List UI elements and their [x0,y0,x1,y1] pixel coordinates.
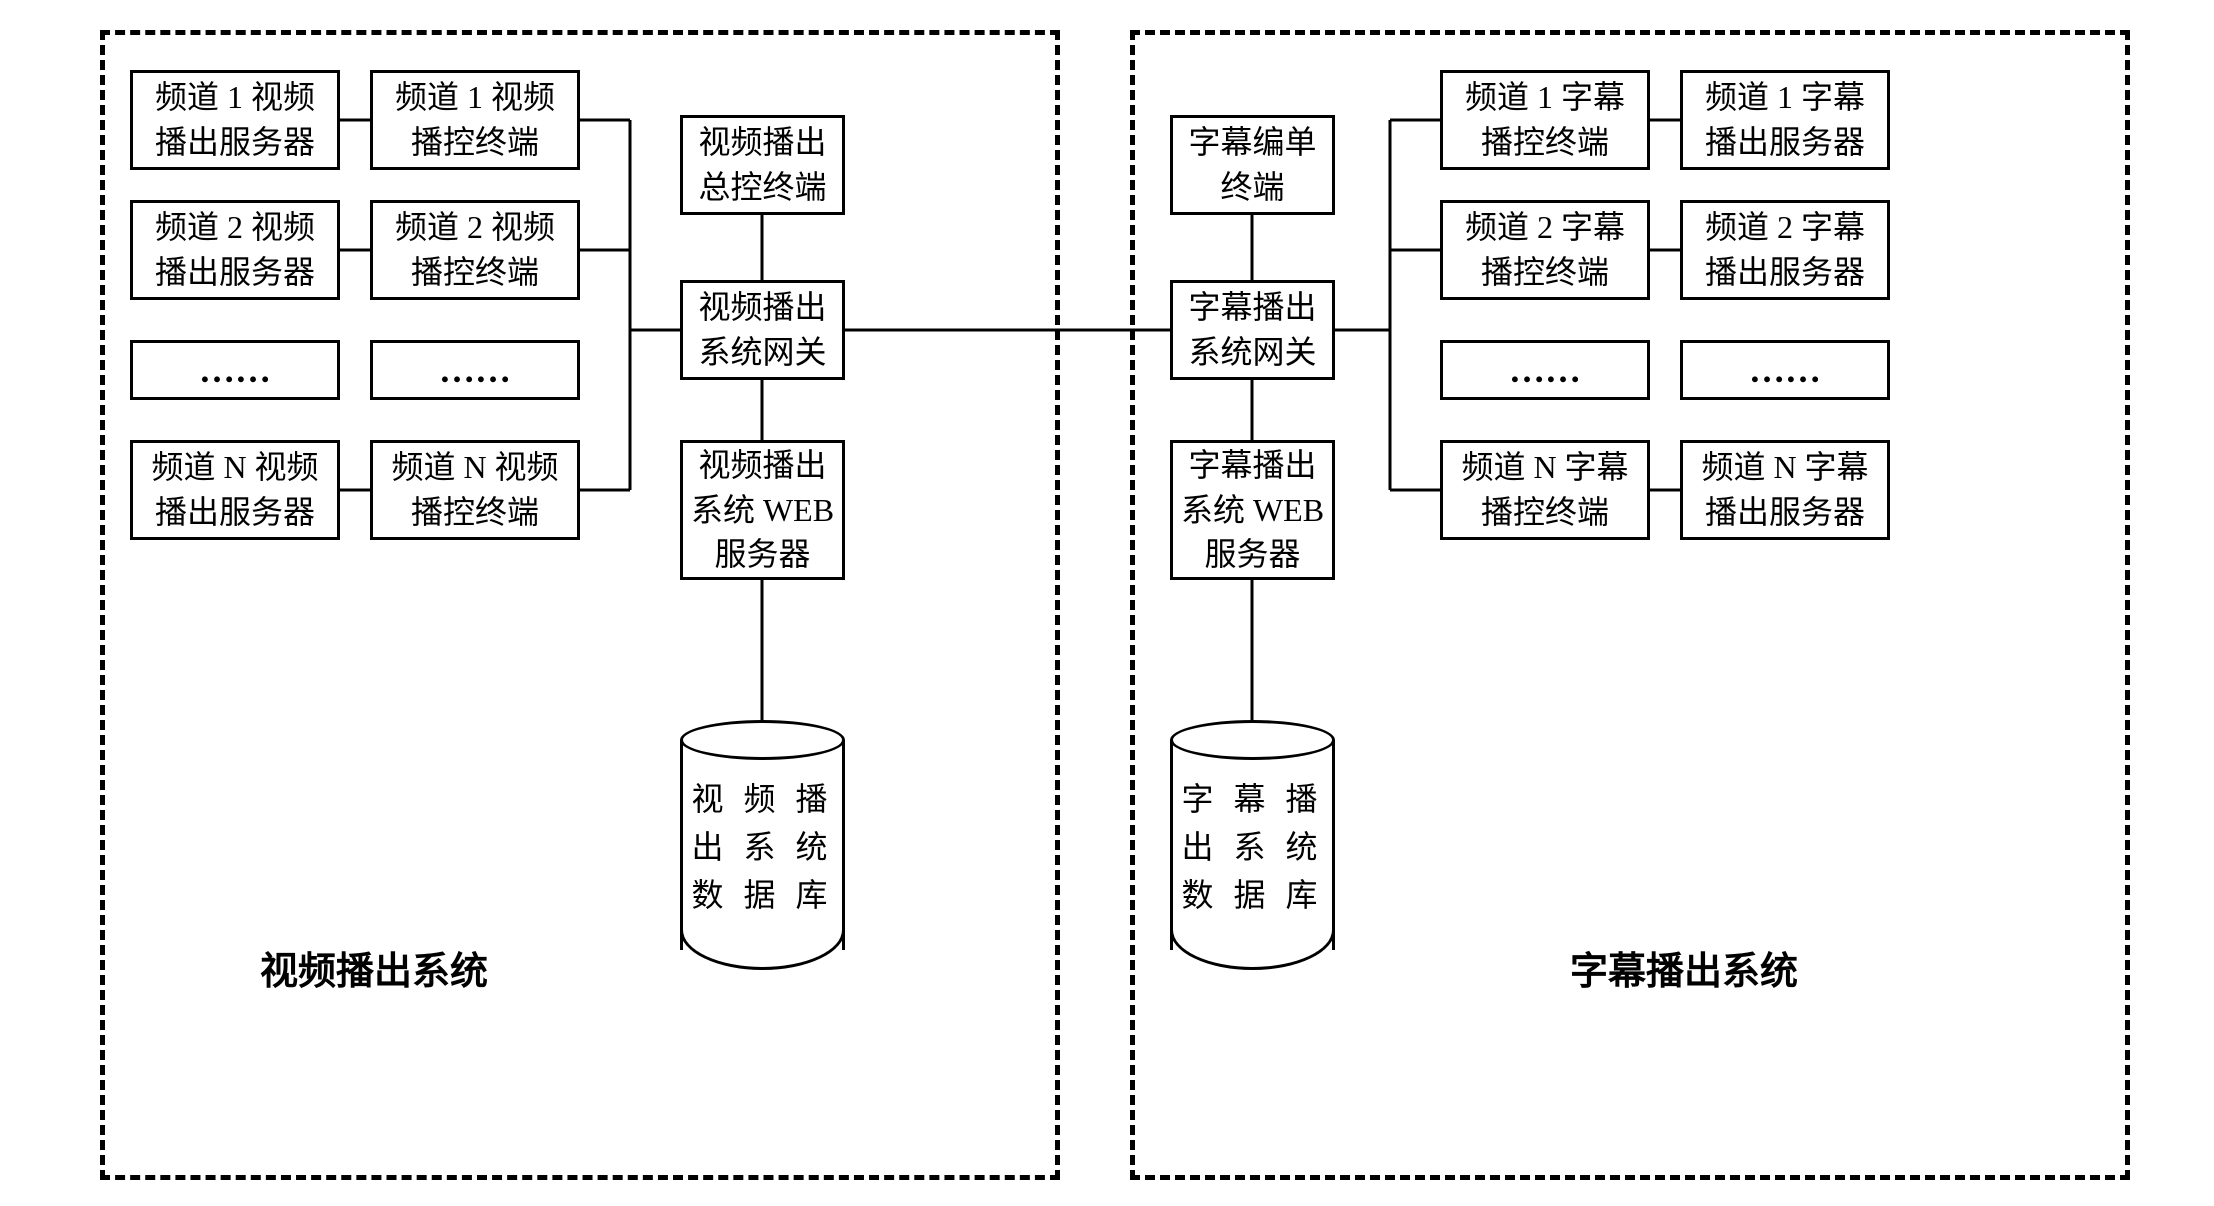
ellipsis-box: …… [370,340,580,400]
channel-1-video-server: 频道 1 视频播出服务器 [130,70,340,170]
ellipsis-box: …… [1680,340,1890,400]
channel-n-subtitle-server: 频道 N 字幕播出服务器 [1680,440,1890,540]
subtitle-system-gateway: 字幕播出系统网关 [1170,280,1335,380]
channel-2-subtitle-server: 频道 2 字幕播出服务器 [1680,200,1890,300]
subtitle-web-server: 字幕播出系统 WEB服务器 [1170,440,1335,580]
channel-n-video-server: 频道 N 视频播出服务器 [130,440,340,540]
subtitle-edit-terminal: 字幕编单终端 [1170,115,1335,215]
channel-2-video-server: 频道 2 视频播出服务器 [130,200,340,300]
channel-1-video-control-terminal: 频道 1 视频播控终端 [370,70,580,170]
channel-2-video-control-terminal: 频道 2 视频播控终端 [370,200,580,300]
video-system-gateway: 视频播出系统网关 [680,280,845,380]
video-web-server: 视频播出系统 WEB服务器 [680,440,845,580]
video-master-control-terminal: 视频播出总控终端 [680,115,845,215]
channel-1-subtitle-server: 频道 1 字幕播出服务器 [1680,70,1890,170]
video-database: 视 频 播出 系 统数 据 库 [680,720,845,970]
system-architecture-diagram: 频道 1 视频播出服务器 频道 1 视频播控终端 频道 2 视频播出服务器 频道… [0,0,2214,1206]
subtitle-database: 字 幕 播出 系 统数 据 库 [1170,720,1335,970]
channel-2-subtitle-control-terminal: 频道 2 字幕播控终端 [1440,200,1650,300]
video-system-label: 视频播出系统 [260,940,488,995]
ellipsis-box: …… [1440,340,1650,400]
ellipsis-box: …… [130,340,340,400]
channel-1-subtitle-control-terminal: 频道 1 字幕播控终端 [1440,70,1650,170]
channel-n-video-control-terminal: 频道 N 视频播控终端 [370,440,580,540]
channel-n-subtitle-control-terminal: 频道 N 字幕播控终端 [1440,440,1650,540]
subtitle-system-label: 字幕播出系统 [1570,940,1798,995]
